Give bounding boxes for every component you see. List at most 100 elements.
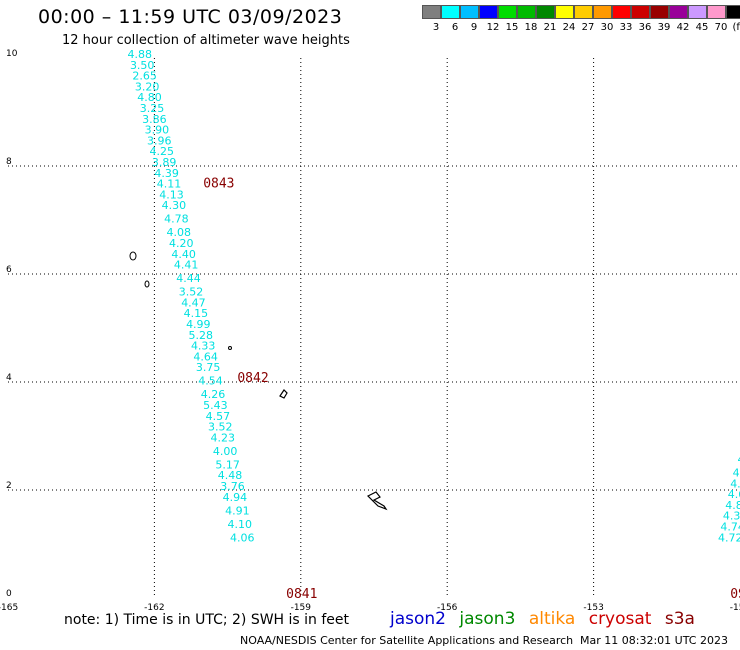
swh-point: 4.25: [149, 145, 174, 158]
y-tick-label: 4: [6, 373, 12, 383]
colorbar-swatch: [593, 5, 612, 19]
swh-point: 5.17: [215, 458, 240, 471]
swh-point: 3.96: [147, 134, 172, 147]
swh-point: 4.91: [225, 504, 250, 517]
colorbar-swatch: [441, 5, 460, 19]
satellite-altika: altika: [528, 609, 576, 629]
swh-point: 4.23: [210, 431, 235, 444]
colorbar-swatch: [479, 5, 498, 19]
credit-text: NOAA/NESDIS Center for Satellite Applica…: [240, 634, 574, 647]
pass-time-label: 0S: [730, 587, 740, 602]
swh-point: 4.99: [186, 318, 211, 331]
colorbar-swatch: [726, 5, 740, 19]
colorbar-label: 15: [505, 22, 519, 33]
swh-point: 4.80: [137, 91, 162, 104]
swh-point: 4.85: [738, 453, 740, 466]
satellite-cryosat: cryosat: [588, 609, 652, 629]
y-tick-label: 8: [6, 157, 12, 167]
swh-point: 4.74: [720, 521, 740, 534]
swh-point: 4.06: [230, 531, 255, 544]
colorbar-swatch: [631, 5, 650, 19]
swh-point: 5.28: [189, 329, 214, 342]
colorbar-swatch: [460, 5, 479, 19]
swh-point: 4.47: [181, 296, 206, 309]
satellite-jason2: jason2: [390, 609, 446, 629]
island-outline: [366, 491, 388, 511]
satellite-legend: jason2 jason3 altika cryosat s3a: [390, 609, 703, 629]
swh-point: 4.11: [157, 178, 182, 191]
swh-point: 3.86: [142, 113, 167, 126]
swh-point: 4.72: [718, 531, 740, 544]
swh-point: 4.37: [723, 510, 740, 523]
y-tick-label: 2: [6, 481, 12, 491]
island-outline: [279, 389, 288, 399]
colorbar-label: 70: [714, 22, 728, 33]
colorbar-swatch: [536, 5, 555, 19]
colorbar-label: 3: [432, 22, 440, 33]
swh-point: 4.46: [733, 467, 740, 480]
colorbar-swatch: [688, 5, 707, 19]
chart-title: 00:00 – 11:59 UTC 03/09/2023: [38, 6, 343, 28]
swh-point: 4.40: [171, 248, 196, 261]
pass-time-label: 0843: [203, 177, 234, 192]
swh-point: 3.89: [152, 156, 177, 169]
swh-point: 4.13: [159, 188, 184, 201]
colorbar-swatch: [498, 5, 517, 19]
satellite-s3a: s3a: [664, 609, 695, 629]
colorbar-label: 45: [695, 22, 709, 33]
colorbar-label: 21: [543, 22, 557, 33]
swh-point: 4.10: [228, 518, 253, 531]
y-tick-label: 6: [6, 265, 12, 275]
colorbar-label: 12: [486, 22, 500, 33]
colorbar-swatch: [669, 5, 688, 19]
colorbar-label: 24: [562, 22, 576, 33]
island-outline: [228, 346, 232, 350]
swh-point: 3.75: [196, 361, 221, 374]
y-tick-label: 10: [6, 49, 18, 59]
swh-point: 4.57: [206, 410, 231, 423]
colorbar-label: 6: [451, 22, 459, 33]
swh-point: 4.54: [198, 375, 223, 388]
colorbar-label: 39: [657, 22, 671, 33]
track-labels: 4.883.502.653.204.803.253.863.903.964.25…: [128, 48, 740, 544]
swh-point: 4.60: [728, 488, 740, 501]
swh-point: 3.52: [179, 286, 204, 299]
swh-point: 3.90: [145, 124, 170, 137]
swh-point: 4.44: [176, 272, 201, 285]
x-tick-label: -150: [730, 603, 740, 613]
footer-note: note: 1) Time is in UTC; 2) SWH is in fe…: [64, 612, 350, 628]
island-outline: [129, 251, 137, 261]
colorbar-label: 27: [581, 22, 595, 33]
x-tick-label: -153: [583, 603, 603, 613]
swh-point: 4.88: [128, 48, 153, 61]
x-tick-label: -159: [291, 603, 312, 613]
swh-point: 3.50: [130, 59, 155, 72]
x-tick-label: -165: [0, 603, 18, 613]
swh-point: 4.00: [213, 445, 238, 458]
colorbar-swatch: [517, 5, 536, 19]
swh-point: 4.94: [223, 491, 248, 504]
swh-point: 3.76: [220, 480, 245, 493]
x-tick-label: -156: [437, 603, 458, 613]
colorbar-label: 9: [470, 22, 478, 33]
colorbar-label: 42: [676, 22, 690, 33]
swh-point: 4.41: [174, 259, 199, 272]
colorbar-label: 18: [524, 22, 538, 33]
swh-point: 4.33: [191, 340, 216, 353]
swh-point: 3.52: [208, 421, 233, 434]
colorbar-label: (ft): [732, 22, 740, 33]
colorbar-label: 30: [600, 22, 614, 33]
swh-point: 4.15: [184, 307, 209, 320]
swh-point: 4.39: [154, 167, 179, 180]
swh-point: 4.80: [725, 499, 740, 512]
swh-point: 4.78: [164, 213, 189, 226]
island-outline: [144, 280, 150, 288]
chart-subtitle: 12 hour collection of altimeter wave hei…: [62, 33, 350, 48]
swh-point: 4.20: [169, 237, 194, 250]
y-tick-label: 0: [6, 589, 12, 599]
satellite-jason3: jason3: [459, 609, 516, 629]
swh-point: 4.30: [162, 199, 187, 212]
pass-time-label: 0841: [286, 587, 317, 602]
land-features: [129, 251, 388, 511]
